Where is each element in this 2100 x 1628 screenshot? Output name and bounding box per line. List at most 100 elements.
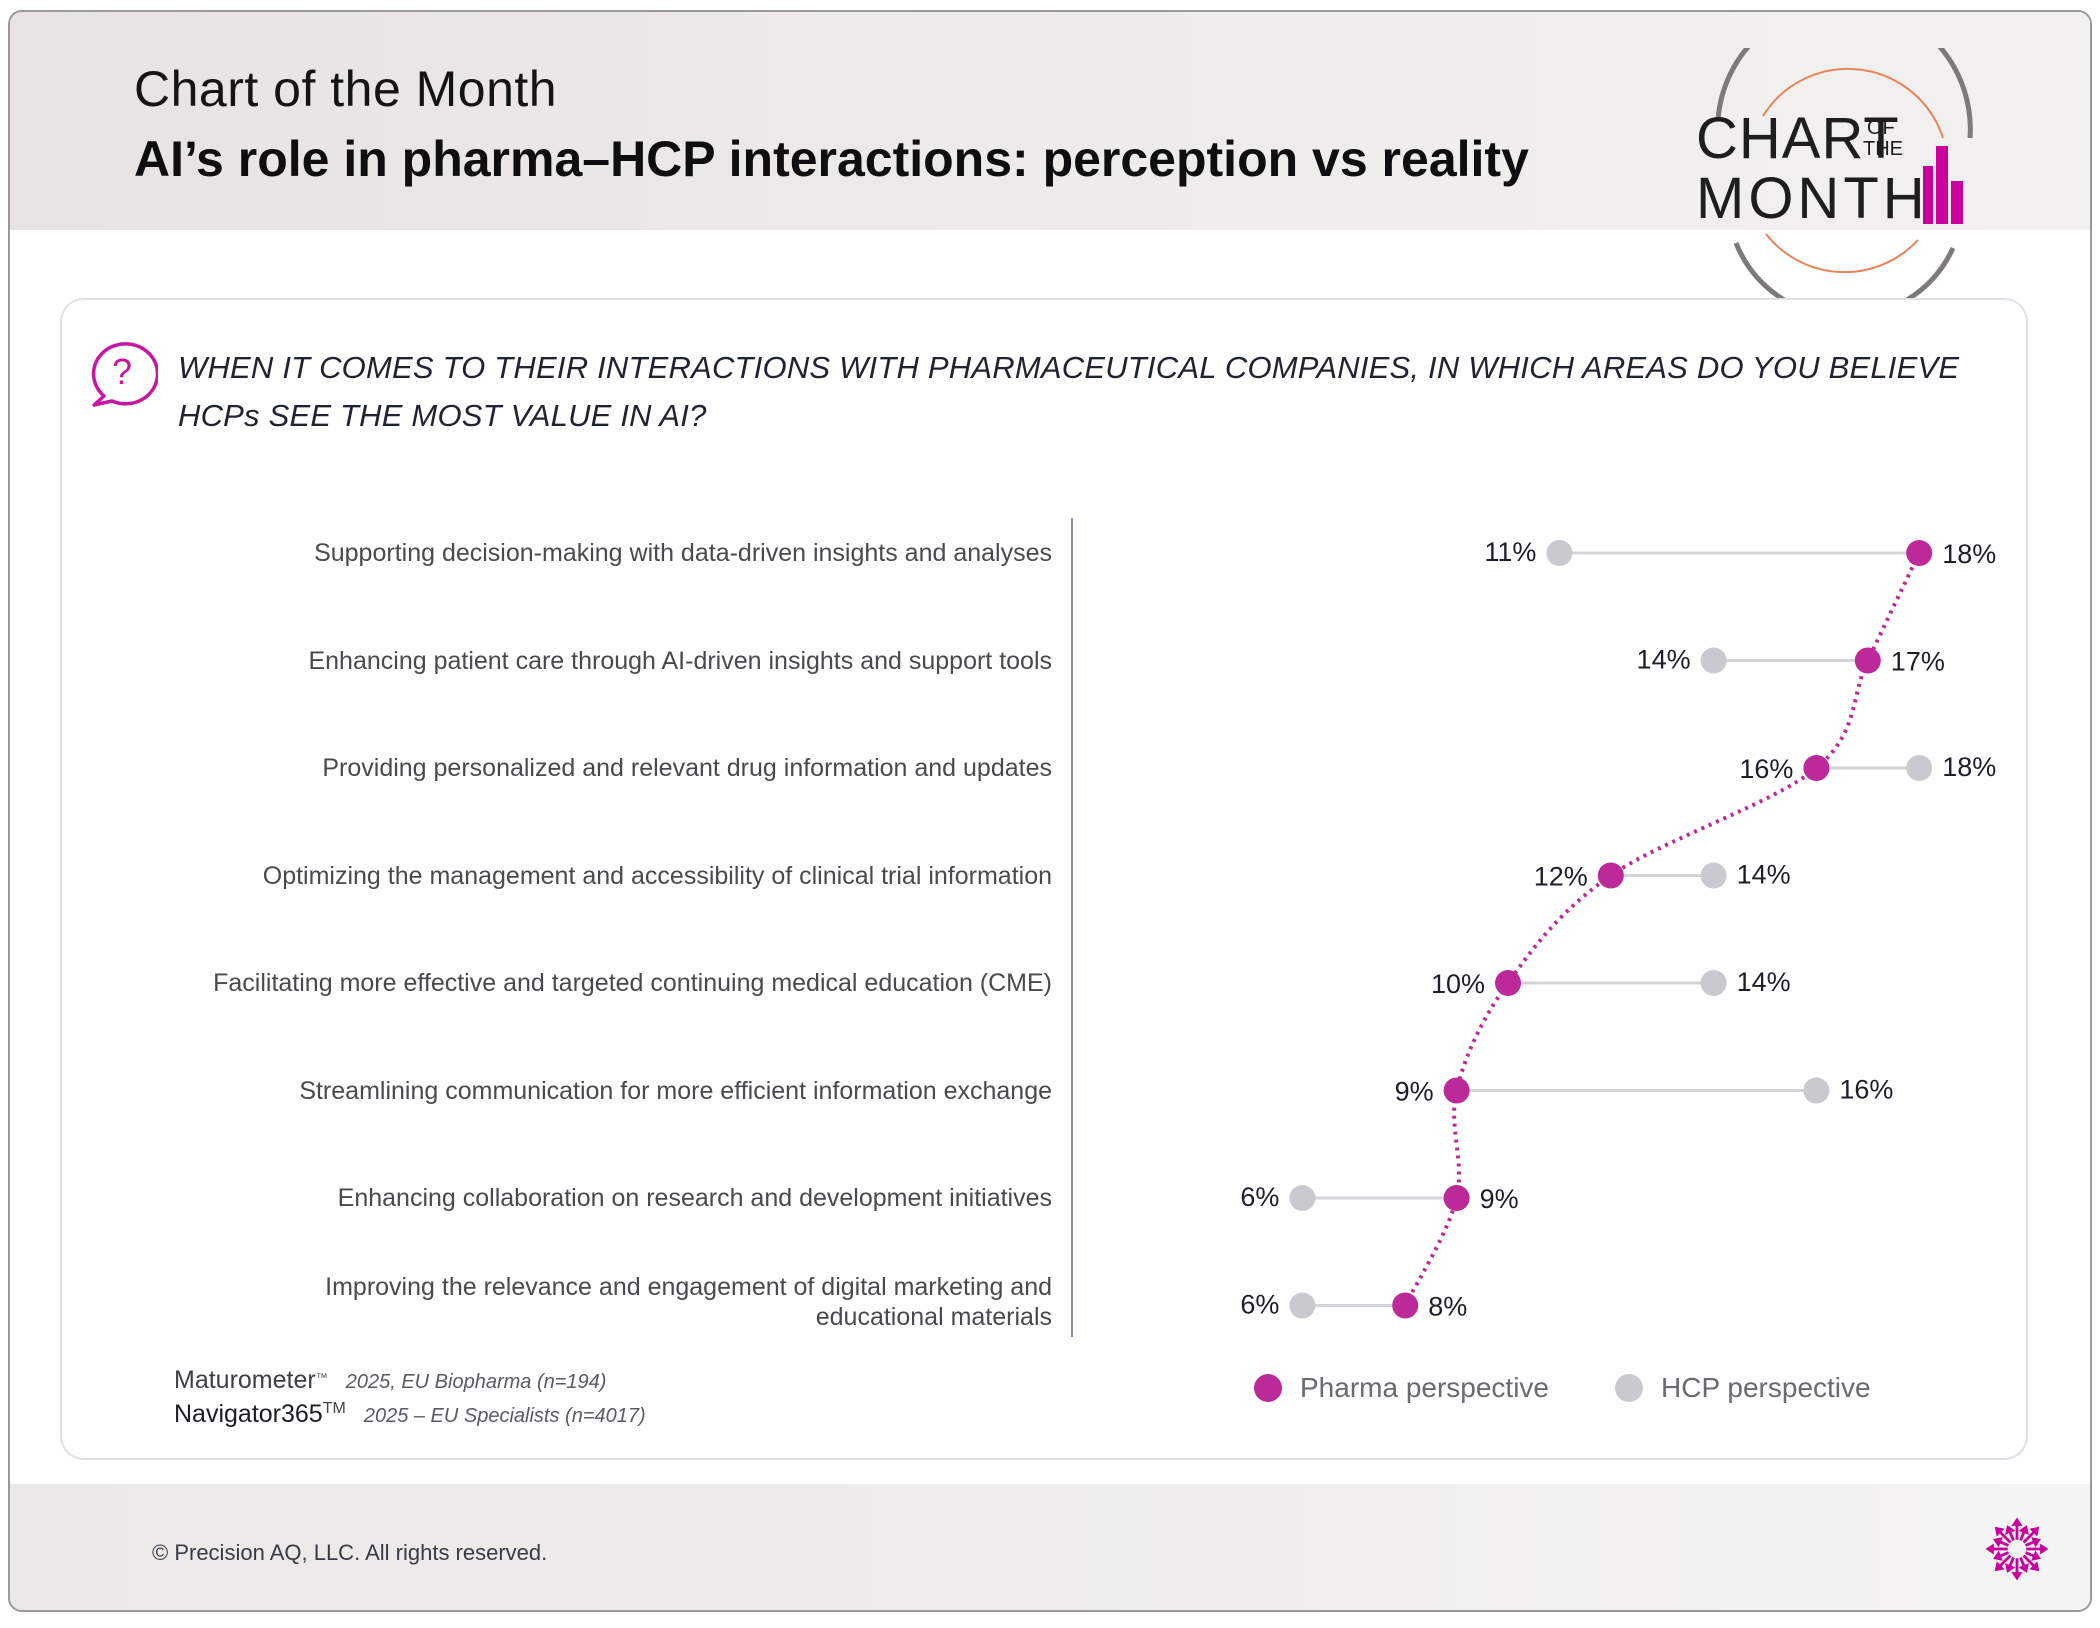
hcp-point <box>1700 862 1727 889</box>
logo-word-chart: CHART <box>1696 106 1900 171</box>
pharma-point <box>1854 647 1881 674</box>
burst-arrow <box>2011 1517 2023 1540</box>
pharma-point <box>1443 1077 1470 1104</box>
legend-item-pharma: Pharma perspective <box>1254 1372 1549 1404</box>
pharma-value-label: 18% <box>1942 539 1996 569</box>
category-label-line: Streamlining communication for more effi… <box>299 1076 1052 1105</box>
category-label-line: educational materials <box>815 1302 1052 1331</box>
burst-arrow <box>2018 1525 2029 1541</box>
category-label: Enhancing patient care through AI-driven… <box>152 646 1052 676</box>
logo-inner-ring-top <box>1762 67 1944 139</box>
hcp-value-label: 14% <box>1737 860 1791 890</box>
logo-outer-ring-top <box>1715 48 1973 139</box>
burst-arrow <box>2025 1550 2041 1561</box>
hcp-value-label: 6% <box>1240 1182 1279 1212</box>
logo-word-month: MONTH <box>1696 166 1929 231</box>
category-label: Facilitating more effective and targeted… <box>152 968 1052 998</box>
pharma-value-label: 10% <box>1431 969 1485 999</box>
pharma-value-label: 17% <box>1891 647 1945 677</box>
burst-arrow <box>2022 1554 2040 1572</box>
pharma-value-label: 16% <box>1739 754 1793 784</box>
hcp-point <box>1289 1292 1316 1319</box>
trademark: TM <box>322 1400 346 1417</box>
pharma-point <box>1495 970 1521 996</box>
footer-band: © Precision AQ, LLC. All rights reserved… <box>10 1484 2090 1610</box>
source-detail: 2025 – EU Specialists (n=4017) <box>363 1405 646 1427</box>
category-label-line: Facilitating more effective and targeted… <box>213 969 1052 997</box>
hcp-value-label: 6% <box>1240 1290 1279 1320</box>
legend-dot-pharma <box>1254 1374 1282 1402</box>
hcp-value-label: 11% <box>1484 537 1536 567</box>
burst-arrow <box>2026 1543 2049 1555</box>
burst-arrow <box>2005 1525 2016 1541</box>
question-line-2: HCPs SEE THE MOST VALUE IN AI? <box>178 398 707 433</box>
category-label: Supporting decision-making with data-dri… <box>152 538 1052 568</box>
copyright-text: © Precision AQ, LLC. All rights reserved… <box>152 1540 548 1565</box>
pharma-point <box>1597 862 1624 889</box>
burst-arrow <box>1985 1543 2008 1555</box>
source-brand: Navigator365 <box>174 1400 323 1428</box>
page-title: AI’s role in pharma–HCP interactions: pe… <box>134 131 1529 187</box>
survey-question: WHEN IT COMES TO THEIR INTERACTIONS WITH… <box>178 344 1978 440</box>
svg-text:?: ? <box>112 351 132 392</box>
hcp-value-label: 18% <box>1942 752 1996 782</box>
burst-arrow <box>2011 1558 2023 1581</box>
chart-legend: Pharma perspective HCP perspective <box>1254 1372 1937 1404</box>
legend-label: Pharma perspective <box>1300 1372 1550 1403</box>
category-label-line: Improving the relevance and engagement o… <box>325 1272 1052 1301</box>
burst-arrow <box>1993 1537 2009 1548</box>
logo-bar-2 <box>1936 146 1948 224</box>
pharma-trend-dotted-line <box>1403 552 1922 1307</box>
hcp-point <box>1289 1185 1316 1211</box>
burst-arrow <box>1994 1554 2012 1572</box>
pharma-value-label: 9% <box>1395 1077 1434 1107</box>
burst-arrow <box>1993 1550 2009 1561</box>
logo-bar-1 <box>1923 166 1933 224</box>
category-label-line: Enhancing collaboration on research and … <box>337 1184 1052 1212</box>
legend-item-hcp: HCP perspective <box>1615 1372 1871 1404</box>
logo-bar-3 <box>1951 181 1963 224</box>
source-row: Maturometer™ 2025, EU Biopharma (n=194) <box>174 1366 646 1400</box>
category-label-line: Supporting decision-making with data-dri… <box>314 539 1052 567</box>
burst-arrow <box>2005 1557 2016 1573</box>
pharma-value-label: 8% <box>1428 1292 1467 1322</box>
header-band: Chart of the Month AI’s role in pharma–H… <box>10 12 2090 230</box>
source-row: Navigator365TM 2025 – EU Specialists (n=4… <box>174 1400 646 1434</box>
legend-dot-hcp <box>1615 1374 1644 1402</box>
hcp-value-label: 14% <box>1737 967 1791 997</box>
chart-slide: Chart of the Month AI’s role in pharma–H… <box>8 10 2092 1612</box>
category-label: Streamlining communication for more effi… <box>152 1076 1052 1106</box>
hcp-point <box>1546 540 1573 566</box>
hcp-value-label: 14% <box>1637 645 1691 675</box>
question-line-1: WHEN IT COMES TO THEIR INTERACTIONS WITH… <box>178 350 1960 385</box>
category-label-line: Optimizing the management and accessibil… <box>262 861 1052 890</box>
source-detail: 2025, EU Biopharma (n=194) <box>345 1371 607 1393</box>
kicker-title: Chart of the Month <box>134 61 558 117</box>
hcp-point <box>1906 755 1933 781</box>
burst-arrows-icon <box>1985 1517 2049 1581</box>
logo-word-of: OF <box>1867 117 1895 139</box>
category-axis-divider <box>1071 518 1073 1337</box>
category-label: Enhancing collaboration on research and … <box>152 1183 1052 1213</box>
chart-of-the-month-logo: CHART OF THE MONTH <box>1696 48 1973 298</box>
source-brand: Maturometer <box>174 1366 316 1394</box>
pharma-point <box>1803 755 1830 781</box>
pharma-value-label: 12% <box>1534 862 1588 892</box>
question-bubble-icon: ? <box>91 342 158 407</box>
category-label: Improving the relevance and engagement o… <box>152 1272 1052 1332</box>
burst-arrow <box>1994 1526 2012 1544</box>
legend-label: HCP perspective <box>1661 1372 1871 1403</box>
chart-card: ? WHEN IT COMES TO THEIR INTERACTIONS WI… <box>60 298 2028 1460</box>
trademark: ™ <box>315 1370 328 1385</box>
logo-inner-ring-bottom <box>1765 233 1919 274</box>
hcp-point <box>1803 1077 1830 1104</box>
pharma-point <box>1443 1185 1470 1211</box>
hcp-value-label: 16% <box>1839 1075 1893 1105</box>
category-label: Optimizing the management and accessibil… <box>152 861 1052 891</box>
hcp-point <box>1700 647 1727 674</box>
category-label-line: Providing personalized and relevant drug… <box>322 754 1052 782</box>
dumbbell-chart: 18% 11% 17% 14% 16% 18% 12% 14% 10% 14% 9% 16% 9% 6% 8… <box>1240 537 1996 1322</box>
burst-arrow <box>2022 1526 2040 1544</box>
hcp-point <box>1700 970 1727 996</box>
pharma-value-label: 9% <box>1480 1184 1519 1214</box>
